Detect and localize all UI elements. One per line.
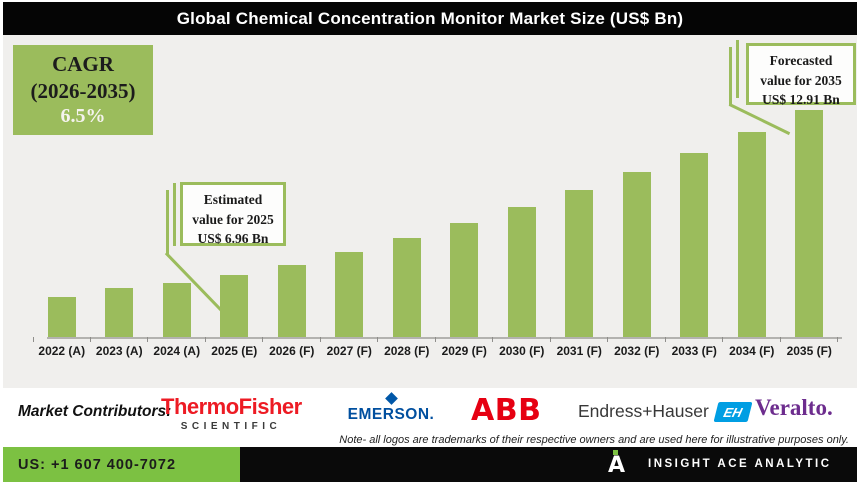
bar-2032 [622, 171, 651, 338]
market-contributors-label: Market Contributors: [18, 403, 172, 420]
bar-2022 [47, 297, 76, 338]
x-axis-label: 2023 (A) [91, 337, 149, 358]
forecasted-callout-line1: Forecasted [769, 53, 833, 68]
estimated-callout-bracket-outer [166, 190, 169, 254]
bar-2024 [162, 282, 191, 338]
bar-cell [321, 94, 379, 338]
cagr-box: CAGR (2026-2035) 6.5% [13, 45, 153, 135]
logo-letter: A [608, 453, 626, 478]
x-axis-label: 2030 (F) [493, 337, 551, 358]
x-axis-label: 2027 (F) [321, 337, 379, 358]
x-axis-label: 2024 (A) [148, 337, 206, 358]
abb-logo: ABB [471, 393, 542, 428]
brand-name: INSIGHT ACE ANALYTIC [648, 458, 832, 470]
logo-green-dot [613, 450, 618, 455]
chart-area: CAGR (2026-2035) 6.5% 2022 (A) 2023 (A) 20… [3, 35, 857, 388]
forecasted-callout-bracket-outer [729, 47, 732, 105]
bar-cell [33, 94, 91, 338]
estimated-callout-bracket-inner [173, 183, 176, 246]
bar-2034 [737, 132, 766, 338]
bar-2026 [277, 265, 306, 338]
bar-cell [551, 94, 609, 338]
bar-cell [781, 94, 839, 338]
insight-ace-logo-icon: A [608, 450, 632, 480]
footer-bar: US: +1 607 400-7072 A INSIGHT ACE ANALYT… [3, 447, 857, 482]
bar-cell [436, 94, 494, 338]
bar-cell [263, 94, 321, 338]
forecasted-value-callout: Forecasted value for 2035 US$ 12.91 Bn [746, 43, 856, 107]
x-axis-label: 2026 (F) [263, 337, 321, 358]
bar-cell [608, 94, 666, 338]
bar-2031 [565, 189, 594, 338]
phone-number: US: +1 607 400-7072 [18, 456, 177, 473]
footer-phone-panel: US: +1 607 400-7072 [3, 447, 240, 482]
thermo-fisher-logo: ThermoFisher SCIENTIFIC [161, 394, 302, 432]
bar-2025 [220, 275, 249, 338]
bar-cell [666, 94, 724, 338]
emerson-logo-icon [384, 392, 398, 405]
x-axis-labels: 2022 (A) 2023 (A) 2024 (A) 2025 (E) 2026 (F)… [33, 337, 839, 358]
estimated-value-callout: Estimated value for 2025 US$ 6.96 Bn [180, 182, 286, 246]
estimated-callout-line1: Estimated [203, 192, 263, 207]
bar-2027 [335, 252, 364, 338]
cagr-label: CAGR [52, 52, 114, 77]
x-axis-label: 2029 (F) [436, 337, 494, 358]
bar-2035 [795, 110, 824, 338]
bar-cell [378, 94, 436, 338]
bar-2029 [450, 222, 479, 338]
bars-row [33, 94, 838, 338]
endress-hauser-wordmark: Endress+Hauser [578, 401, 709, 421]
x-axis-label: 2033 (F) [666, 337, 724, 358]
forecasted-callout-bracket-inner [736, 40, 739, 98]
x-axis-label: 2032 (F) [608, 337, 666, 358]
endress-hauser-logo: Endress+Hauser EH [578, 401, 753, 422]
bar-cell [91, 94, 149, 338]
thermo-fisher-scientific-text: SCIENTIFIC [180, 421, 282, 432]
x-axis-label: 2035 (F) [781, 337, 839, 358]
trademark-note: Note- all logos are trademarks of their … [339, 434, 849, 446]
title-bar: Global Chemical Concentration Monitor Ma… [3, 2, 857, 35]
cagr-value: 6.5% [60, 104, 106, 127]
cagr-period: (2026-2035) [30, 78, 136, 103]
market-contributors-strip: Market Contributors: ThermoFisher SCIENT… [3, 388, 857, 447]
estimated-callout-line3: US$ 6.96 Bn [197, 231, 269, 247]
x-axis-label: 2031 (F) [551, 337, 609, 358]
x-axis-line [47, 337, 842, 339]
page-title: Global Chemical Concentration Monitor Ma… [176, 8, 684, 28]
emerson-wordmark: EMERSON. [347, 406, 435, 423]
thermo-fisher-wordmark: ThermoFisher [161, 394, 302, 419]
veralto-logo: Veralto. [755, 395, 833, 420]
x-axis-label: 2034 (F) [723, 337, 781, 358]
endress-hauser-eh-icon: EH [713, 401, 753, 422]
x-axis-label: 2028 (F) [378, 337, 436, 358]
bar-cell [206, 94, 264, 338]
bar-2023 [105, 288, 134, 338]
forecasted-callout-line2: value for 2035 [760, 72, 842, 88]
bar-cell [493, 94, 551, 338]
bar-2030 [507, 207, 536, 338]
bar-cell [723, 94, 781, 338]
x-axis-label: 2022 (A) [33, 337, 91, 358]
bar-2033 [680, 152, 709, 338]
bar-cell [148, 94, 206, 338]
emerson-logo: EMERSON. [341, 392, 441, 424]
bar-2028 [392, 237, 421, 338]
x-axis-label: 2025 (E) [206, 337, 264, 358]
forecasted-callout-line3: US$ 12.91 Bn [762, 92, 840, 108]
estimated-callout-line2: value for 2025 [192, 211, 274, 227]
